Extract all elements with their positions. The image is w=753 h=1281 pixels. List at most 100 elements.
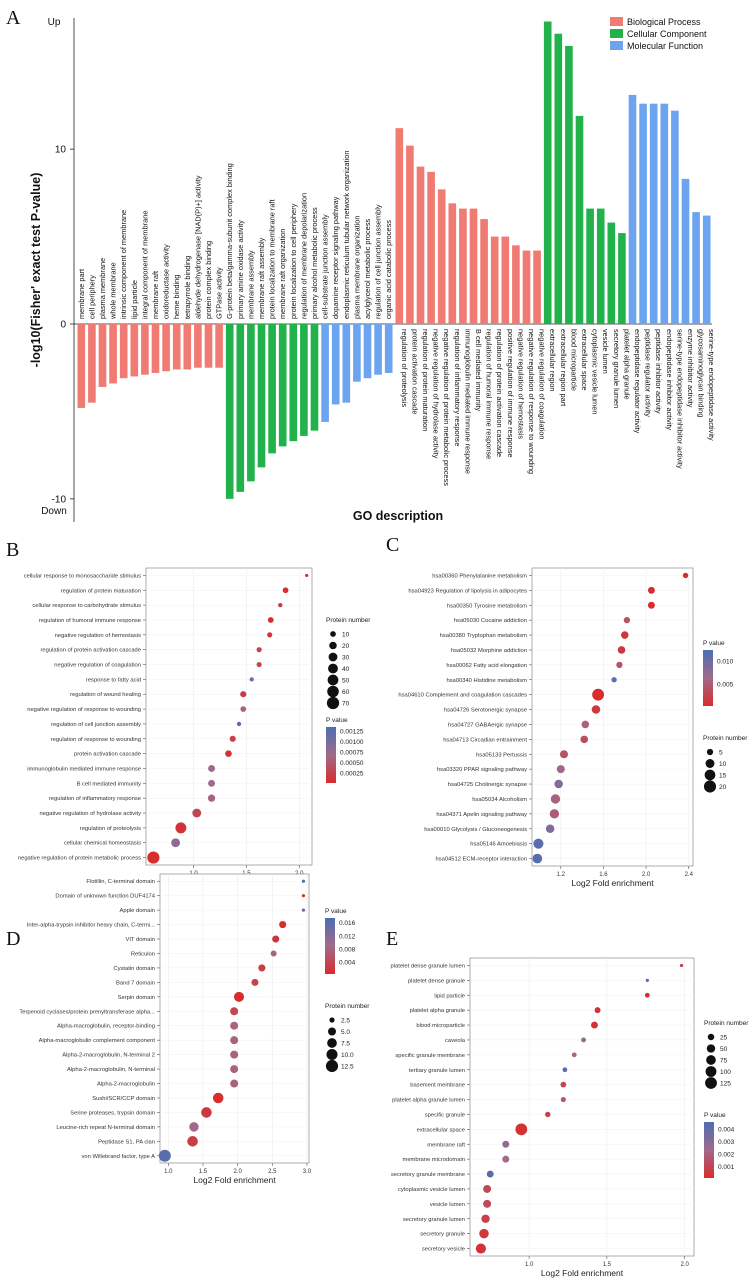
panel-a-bar-label: B cell mediated immunity <box>474 329 483 411</box>
panel-a-bar-label: membrane assembly <box>246 250 255 319</box>
panel-a-bar-label: endoplasmic reticulum tubular network or… <box>342 151 351 319</box>
panel-b-size-legend-label: 30 <box>342 654 350 661</box>
panel-c-pvalue-legend-title: P value <box>703 640 725 647</box>
panel-a-bar-label: dopamine receptor signaling pathway <box>331 196 340 319</box>
panel-b-dot <box>175 822 187 834</box>
panel-a-bar <box>501 236 510 324</box>
panel-a-bar <box>522 250 531 324</box>
panel-a-bar <box>77 324 86 408</box>
panel-c-category-label: hsa00010 Glycolysis / Gluconeogenesis <box>424 827 527 833</box>
panel-e-dot <box>483 1199 492 1208</box>
panel-c-category-label: hsa04726 Serotonergic synapse <box>444 708 527 714</box>
panel-c-dot <box>550 794 561 804</box>
panel-a-bar-label: protein localization to membrane raft <box>268 199 277 319</box>
panel-d-pvalue-legend-label: 0.016 <box>339 920 356 927</box>
panel-d-size-legend-title: Protein number <box>325 1003 370 1010</box>
panel-d-category-label: Serine proteases, trypsin domain <box>70 1110 155 1116</box>
panel-a-bar <box>596 208 605 324</box>
panel-c-category-label: hsa04725 Cholinergic synapse <box>448 782 527 788</box>
panel-c-dot <box>611 677 617 683</box>
panel-a-bar-label: negative regulation of protein metabolic… <box>442 329 451 486</box>
panel-a-bar-label: oxidoreductase activity <box>162 244 171 319</box>
panel-e-category-label: secretory granule <box>420 1232 465 1238</box>
panel-b-category-label: negative regulation of hemostasis <box>55 633 141 639</box>
panel-e-dot <box>515 1123 528 1136</box>
panel-c-dot <box>532 853 543 864</box>
panel-d-dot <box>212 1092 224 1104</box>
panel-b-size-legend-dot <box>326 696 340 710</box>
panel-d-dot <box>201 1107 212 1118</box>
panel-e-dot <box>486 1170 494 1178</box>
panel-c-dot <box>533 838 544 849</box>
panel-d: D 1.0 1.5 2.0 2.5 3.0 Log2 Fold enrichment Flot… <box>6 873 370 1185</box>
panel-a-bar <box>649 103 658 325</box>
panel-b-category-label: regulation of protein maturation <box>61 588 141 594</box>
panel-d-category-label: VIT domain <box>125 937 155 943</box>
panel-c-category-label: hsa03320 PPAR signaling pathway <box>437 767 527 773</box>
panel-e-category-label: secretory granule membrane <box>391 1172 465 1178</box>
panel-c-pvalue-colorbar <box>703 650 713 706</box>
panel-e-category-label: secretory vesicle <box>422 1247 465 1253</box>
panel-a-bar <box>565 45 573 324</box>
panel-d-dot <box>272 935 280 943</box>
panel-b-size-legend-label: 50 <box>342 677 350 684</box>
panel-c-category-label: hsa04713 Circadian entrainment <box>443 737 527 743</box>
panel-a-bar <box>204 324 213 368</box>
panel-c-category-label: hsa04371 Apelin signaling pathway <box>436 812 527 818</box>
panel-a-bar <box>459 208 467 324</box>
panel-d-pvalue-legend-label: 0.008 <box>339 946 356 953</box>
panel-d-dot <box>230 1007 239 1016</box>
panel-e-category-label: cytoplasmic vesicle lumen <box>398 1187 465 1193</box>
panel-a-bar-label: plasma membrane organization <box>352 215 361 319</box>
panel-a-bar <box>384 324 393 373</box>
panel-b-category-label: negative regulation of protein metabolic… <box>18 856 141 862</box>
panel-b-size-legend-title: Protein number <box>326 617 371 624</box>
panel-b-dot <box>229 735 236 742</box>
panel-b-plot-frame <box>145 567 313 866</box>
panel-d-category-label: Alpha-2-macroglobulin, N-terminal <box>67 1067 155 1073</box>
panel-a-bar-label: regulation of protein activation cascade <box>495 329 504 457</box>
panel-d-category-label: Inter-alpha-trypsin inhibitor heavy chai… <box>27 923 156 929</box>
panel-a-bar-label: membrane raft assembly <box>257 237 266 319</box>
panel-a-bar <box>512 245 520 324</box>
panel-c-dot <box>581 720 590 729</box>
panel-a-bar-label: regulation of proteolysis <box>400 329 409 407</box>
panel-e: E 1.0 1.5 2.0 Log2 Fold enrichment platelet d… <box>386 928 749 1278</box>
panel-c-size-legend-label: 10 <box>719 761 727 768</box>
panel-e-category-label: extracellular space <box>417 1127 465 1133</box>
panel-d-category-label: Peptidase S1, PA clan <box>98 1139 155 1145</box>
panel-e-pvalue-colorbar <box>704 1122 714 1178</box>
panel-a-bar-label: regulation of humoral immune response <box>485 329 494 459</box>
panel-b-dot <box>240 706 247 712</box>
panel-a-bar-label: membrane raft <box>151 271 160 319</box>
panel-b-dot <box>278 602 283 608</box>
panel-d-x-tick-label: 2.5 <box>268 1169 277 1175</box>
panel-c-dot <box>549 809 560 819</box>
panel-a-bar-label: integral component of membrane <box>140 211 149 319</box>
panel-a-bar-label: acylglycerol metabolic process <box>363 218 372 319</box>
panel-e-category-label: platelet dense granule <box>408 978 465 984</box>
panel-a-bar-label: protein complex binding <box>204 241 213 319</box>
panel-a-bar <box>533 250 541 324</box>
panel-c-x-tick-label: 2.4 <box>685 872 694 878</box>
panel-d-category-label: Alpha-macroglobulin, receptor-binding <box>57 1024 155 1030</box>
panel-d-dot <box>230 1021 239 1030</box>
panel-a-bar <box>543 21 552 325</box>
panel-e-x-tick-label: 1.5 <box>603 1262 612 1268</box>
panel-b-category-label: B cell mediated immunity <box>77 781 142 787</box>
panel-a-bar <box>236 324 245 492</box>
panel-d-category-label: Cystatin domain <box>113 966 155 972</box>
panel-b-dot <box>207 794 216 802</box>
panel-c-category-label: hsa00340 Histidine metabolism <box>446 678 527 684</box>
panel-b-letter: B <box>6 539 19 561</box>
panel-b-dot <box>267 617 274 623</box>
panel-b-pvalue-legend-label: 0.00100 <box>340 739 364 746</box>
panel-a-bar-label: primary alcohol metabolic process <box>310 207 319 319</box>
panel-c-dot <box>620 631 629 639</box>
panel-e-dot <box>560 1096 566 1103</box>
panel-a-legend-label: Molecular Function <box>627 41 703 51</box>
panel-a-bar-label: cytoplasmic vesicle lumen <box>591 329 600 414</box>
panel-a-bar <box>427 171 435 324</box>
panel-a-bar <box>310 324 319 431</box>
panel-a-bar <box>692 212 700 324</box>
